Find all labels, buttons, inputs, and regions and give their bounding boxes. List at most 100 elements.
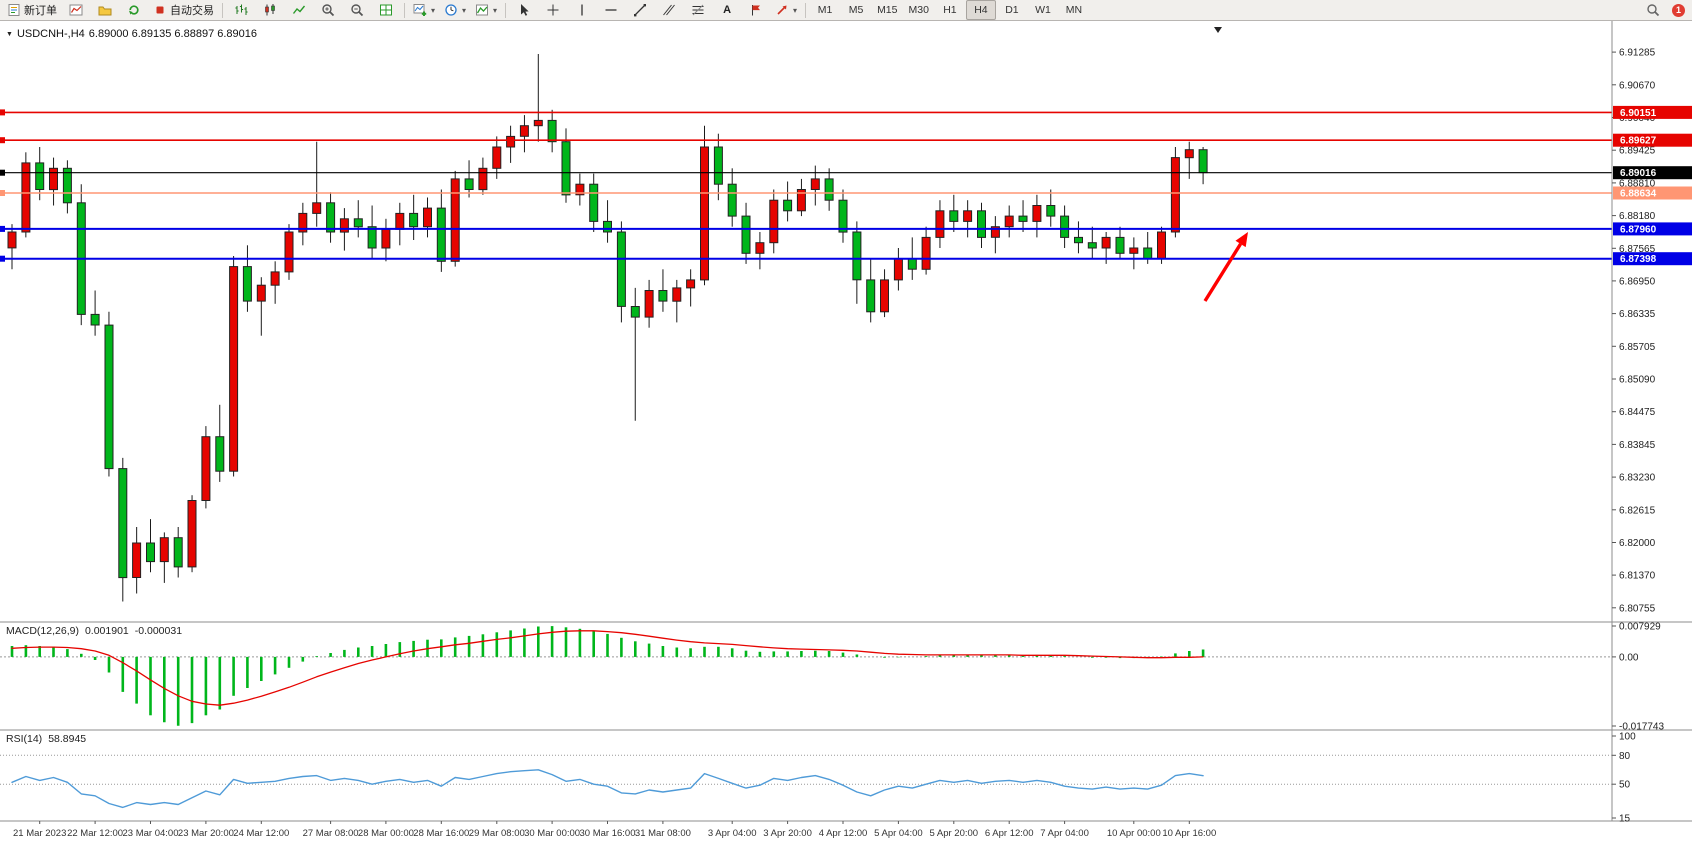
svg-text:6.90670: 6.90670 — [1619, 80, 1656, 91]
chart-shift-marker[interactable] — [1214, 27, 1222, 33]
svg-text:27 Mar 08:00: 27 Mar 08:00 — [303, 828, 359, 839]
text-icon: A — [723, 4, 732, 16]
time-axis[interactable]: 21 Mar 2023 22 Mar 12:00 23 Mar 04:00 23 Ma… — [13, 821, 1216, 839]
chart-window-button[interactable] — [62, 0, 90, 20]
crosshair-tool-button[interactable] — [539, 0, 567, 20]
svg-text:24 Mar 12:00: 24 Mar 12:00 — [233, 828, 289, 839]
symbol-period-label: USDCNH-,H4 — [16, 28, 85, 40]
fibonacci-icon — [692, 4, 704, 16]
svg-text:23 Mar 04:00: 23 Mar 04:00 — [123, 828, 179, 839]
chevron-down-icon: ▾ — [793, 5, 798, 15]
timeframe-m5[interactable]: M5 — [848, 4, 864, 16]
timeframe-h1[interactable]: H1 — [943, 4, 957, 16]
channel-tool-button[interactable] — [655, 0, 683, 20]
chart-line-button[interactable] — [285, 0, 313, 20]
new-chart-icon — [413, 4, 427, 16]
hline-6.89016[interactable] — [0, 169, 1612, 176]
refresh-icon — [129, 5, 139, 15]
cursor-icon — [521, 4, 529, 16]
chart-canvas[interactable]: 6.912856.906706.900406.894256.888106.881… — [0, 21, 1692, 846]
periods-clock-icon — [445, 4, 457, 16]
svg-text:5 Apr 20:00: 5 Apr 20:00 — [929, 828, 978, 839]
new-chart-dropdown[interactable]: ▾ — [409, 0, 439, 20]
svg-text:31 Mar 08:00: 31 Mar 08:00 — [635, 828, 691, 839]
annotation-arrow[interactable] — [1203, 232, 1248, 302]
hline-6.89627[interactable] — [0, 137, 1612, 144]
svg-text:6.85090: 6.85090 — [1619, 375, 1656, 386]
chart-window-icon — [69, 4, 83, 16]
label-tool-button[interactable] — [742, 0, 770, 20]
channel-icon — [663, 4, 675, 16]
svg-text:6.89425: 6.89425 — [1619, 146, 1656, 157]
svg-text:6.82000: 6.82000 — [1619, 538, 1656, 549]
svg-text:30 Mar 00:00: 30 Mar 00:00 — [524, 828, 580, 839]
new-order-button[interactable]: 新订单 — [3, 0, 61, 20]
timeframe-d1[interactable]: D1 — [1005, 4, 1019, 16]
zoom-in-button[interactable] — [314, 0, 342, 20]
hline-6.87960[interactable] — [0, 225, 1612, 232]
line-chart-type-icon — [292, 5, 306, 14]
svg-text:21 Mar 2023: 21 Mar 2023 — [13, 828, 66, 839]
chart-bars-button[interactable] — [227, 0, 255, 20]
auto-trading-label: 自动交易 — [170, 5, 214, 17]
svg-text:6.87398: 6.87398 — [1620, 254, 1657, 265]
macd-indicator-label: MACD(12,26,9) 0.001901 -0.000031 — [6, 625, 182, 637]
hline-6.88634[interactable] — [0, 190, 1612, 196]
hline-6.90151[interactable] — [0, 109, 1612, 116]
panel-dividers[interactable] — [0, 21, 1692, 822]
price-scale[interactable]: 6.912856.906706.900406.894256.888106.881… — [1612, 48, 1656, 615]
tile-windows-button[interactable] — [372, 0, 400, 20]
shapes-dropdown[interactable]: ▾ — [771, 0, 801, 20]
svg-text:80: 80 — [1619, 751, 1631, 762]
rsi-panel: 100 80 50 15 — [0, 732, 1636, 825]
svg-text:6.89627: 6.89627 — [1620, 136, 1657, 147]
svg-text:0.007929: 0.007929 — [1619, 622, 1661, 633]
label-flag-icon — [752, 5, 761, 16]
vertical-line-tool-button[interactable] — [568, 0, 596, 20]
svg-text:5 Apr 04:00: 5 Apr 04:00 — [874, 828, 923, 839]
chevron-down-icon: ▾ — [431, 5, 436, 15]
text-tool-button[interactable]: A — [713, 0, 741, 20]
svg-text:6.88180: 6.88180 — [1619, 211, 1656, 222]
timeframe-m1[interactable]: M1 — [817, 4, 833, 16]
indicators-dropdown[interactable]: ▾ — [471, 0, 501, 20]
timeframe-m15[interactable]: M15 — [877, 4, 898, 16]
svg-text:50: 50 — [1619, 780, 1631, 791]
svg-text:10 Apr 00:00: 10 Apr 00:00 — [1107, 828, 1161, 839]
svg-text:22 Mar 12:00: 22 Mar 12:00 — [67, 828, 123, 839]
symbol-dropdown-icon[interactable]: ▼ — [6, 30, 13, 38]
timeframe-mn[interactable]: MN — [1065, 4, 1083, 16]
timeframe-w1[interactable]: W1 — [1035, 4, 1051, 16]
profiles-button[interactable] — [91, 0, 119, 20]
svg-text:6.87960: 6.87960 — [1620, 224, 1657, 235]
crosshair-icon — [547, 4, 559, 16]
search-button[interactable] — [1639, 0, 1667, 20]
periods-dropdown[interactable]: ▾ — [440, 0, 470, 20]
rsi-indicator-label: RSI(14) 58.8945 — [6, 733, 86, 745]
timeframe-m30[interactable]: M30 — [908, 4, 929, 16]
notification-badge[interactable]: 1 — [1672, 3, 1685, 17]
hline-6.87398[interactable] — [0, 255, 1612, 262]
refresh-button[interactable] — [120, 0, 148, 20]
toolbar: 新订单 自动交易 — [0, 0, 1692, 21]
svg-text:15: 15 — [1619, 814, 1631, 825]
svg-text:6.90151: 6.90151 — [1620, 108, 1657, 119]
timeframe-h4[interactable]: H4 — [965, 0, 996, 20]
horizontal-line-tool-button[interactable] — [597, 0, 625, 20]
bars-chart-type-icon — [235, 4, 248, 15]
zoom-out-button[interactable] — [343, 0, 371, 20]
fibonacci-tool-button[interactable] — [684, 0, 712, 20]
rsi-name: RSI(14) — [6, 733, 43, 745]
trendline-tool-button[interactable] — [626, 0, 654, 20]
svg-text:6.85705: 6.85705 — [1619, 342, 1656, 353]
svg-text:7 Apr 04:00: 7 Apr 04:00 — [1040, 828, 1089, 839]
cursor-tool-button[interactable] — [510, 0, 538, 20]
chart-candles-button[interactable] — [256, 0, 284, 20]
svg-text:-0.017743: -0.017743 — [1619, 722, 1664, 733]
macd-signal-value: -0.000031 — [134, 625, 183, 637]
macd-panel: 0.007929 0.00 -0.017743 — [0, 622, 1664, 733]
auto-trading-button[interactable]: 自动交易 — [149, 0, 218, 20]
new-order-icon — [8, 4, 20, 16]
svg-text:28 Mar 16:00: 28 Mar 16:00 — [413, 828, 469, 839]
